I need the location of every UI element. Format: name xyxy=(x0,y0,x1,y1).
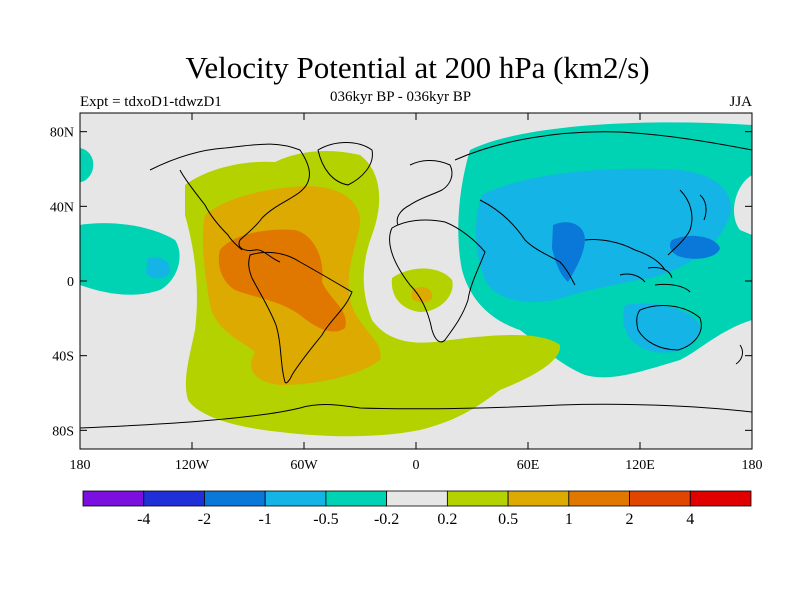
colorbar-label: 0.5 xyxy=(498,511,518,528)
lat-tick-label: 40S xyxy=(52,350,74,365)
colorbar-label: -0.5 xyxy=(313,511,338,528)
lat-tick-label: 40N xyxy=(50,200,74,215)
negative-region-pacific-small xyxy=(146,257,171,279)
negative-region-core-pacific xyxy=(670,235,720,259)
colorbar-swatch xyxy=(568,490,630,507)
colorbar-label: -1 xyxy=(259,511,272,528)
colorbar-swatch xyxy=(264,490,327,507)
colorbar-swatch xyxy=(629,490,691,507)
lon-tick-label: 0 xyxy=(413,458,420,473)
lat-tick-label: 0 xyxy=(67,275,74,290)
positive-region-africa-moderate xyxy=(412,287,433,303)
experiment-label: Expt = tdxoD1-tdwzD1 xyxy=(80,94,222,110)
colorbar-label: 4 xyxy=(686,511,694,528)
coastlines xyxy=(80,131,752,429)
colorbar-swatch xyxy=(507,490,570,507)
colorbar-label: 0.2 xyxy=(437,511,457,528)
colorbar-swatch xyxy=(143,490,205,507)
colorbar-label: 1 xyxy=(565,511,573,528)
lon-tick-label: 60E xyxy=(517,458,540,473)
colorbar-swatch xyxy=(386,490,448,507)
map-subtitle: 036kyr BP - 036kyr BP xyxy=(330,89,472,105)
colorbar-swatch xyxy=(204,490,266,507)
longitude-axis: 180 120W 60W 0 60E 120E 180 xyxy=(70,113,763,473)
lon-tick-label: 120W xyxy=(175,458,210,473)
negative-region-core-india xyxy=(552,222,585,282)
colorbar-label: -2 xyxy=(198,511,211,528)
lat-tick-label: 80S xyxy=(52,424,74,439)
colorbar-swatch xyxy=(82,490,145,507)
colorbar-label: -0.2 xyxy=(374,511,399,528)
lat-tick-label: 80N xyxy=(50,126,74,141)
season-label: JJA xyxy=(729,94,752,110)
map-plot-area xyxy=(80,113,752,449)
latitude-axis: 80N 40N 0 40S 80S xyxy=(50,126,752,439)
colorbar-swatch xyxy=(446,490,509,507)
negative-region-australia xyxy=(623,303,701,353)
colorbar-label: -4 xyxy=(137,511,150,528)
negative-region-strong xyxy=(476,168,731,302)
colorbar-swatch xyxy=(325,490,388,507)
lon-tick-label: 120E xyxy=(625,458,655,473)
lon-tick-label: 180 xyxy=(70,458,91,473)
lon-tick-label: 60W xyxy=(290,458,318,473)
colorbar-swatch xyxy=(689,490,752,507)
colorbar-label: 2 xyxy=(626,511,634,528)
map-title: Velocity Potential at 200 hPa (km2/s) xyxy=(185,50,650,85)
negative-region-northwest xyxy=(80,148,94,182)
lon-tick-label: 180 xyxy=(742,458,763,473)
colorbar: -4 -2 -1 -0.5 -0.2 0.2 0.5 1 2 4 xyxy=(82,490,752,528)
